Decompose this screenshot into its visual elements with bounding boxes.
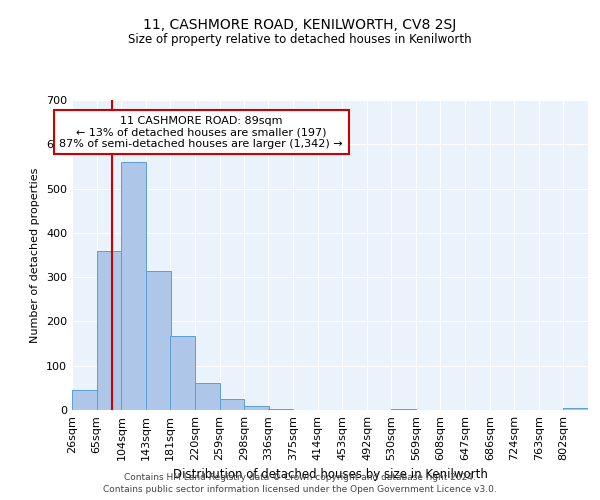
Bar bbox=[220, 399, 244, 410]
Text: 11 CASHMORE ROAD: 89sqm
← 13% of detached houses are smaller (197)
87% of semi-d: 11 CASHMORE ROAD: 89sqm ← 13% of detache… bbox=[59, 116, 343, 148]
Text: Size of property relative to detached houses in Kenilworth: Size of property relative to detached ho… bbox=[128, 32, 472, 46]
Y-axis label: Number of detached properties: Number of detached properties bbox=[31, 168, 40, 342]
Text: Contains public sector information licensed under the Open Government Licence v3: Contains public sector information licen… bbox=[103, 485, 497, 494]
X-axis label: Distribution of detached houses by size in Kenilworth: Distribution of detached houses by size … bbox=[173, 468, 487, 481]
Bar bbox=[563, 408, 588, 410]
Bar bbox=[268, 408, 293, 410]
Bar bbox=[72, 390, 97, 410]
Bar bbox=[244, 406, 269, 410]
Bar bbox=[146, 270, 171, 410]
Bar bbox=[170, 336, 195, 410]
Bar bbox=[121, 162, 146, 410]
Bar bbox=[97, 250, 121, 410]
Text: 11, CASHMORE ROAD, KENILWORTH, CV8 2SJ: 11, CASHMORE ROAD, KENILWORTH, CV8 2SJ bbox=[143, 18, 457, 32]
Bar bbox=[195, 384, 220, 410]
Bar bbox=[391, 409, 416, 410]
Text: Contains HM Land Registry data © Crown copyright and database right 2024.: Contains HM Land Registry data © Crown c… bbox=[124, 472, 476, 482]
